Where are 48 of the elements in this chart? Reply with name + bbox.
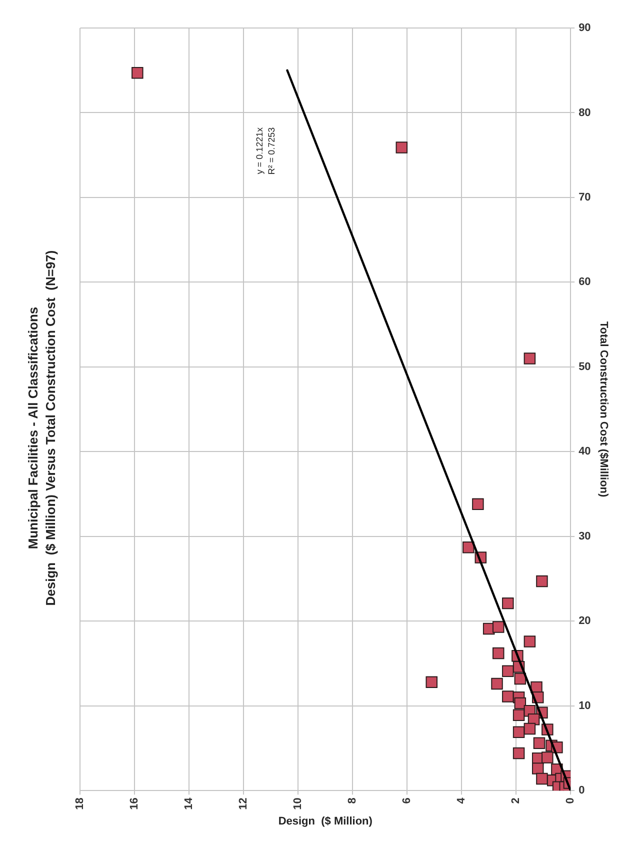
point — [492, 621, 504, 633]
y-tick-label: 10 — [578, 700, 591, 712]
y-tick-label: 80 — [578, 106, 591, 119]
point — [536, 575, 548, 588]
x-tick-label: 6 — [401, 798, 414, 804]
point — [426, 676, 438, 688]
point — [512, 747, 525, 760]
x-tick-label: 0 — [564, 798, 577, 804]
point — [533, 737, 546, 749]
y-tick-label: 90 — [578, 22, 591, 34]
x-tick-label: 14 — [183, 796, 196, 810]
point — [491, 678, 503, 690]
y-axis-title: Total Construction Cost ($Million) — [597, 321, 610, 498]
point — [396, 142, 408, 154]
y-tick-label: 30 — [578, 530, 591, 542]
x-tick-label: 10 — [292, 798, 304, 810]
point — [514, 697, 526, 710]
text: Municipal Facilities - All Classifications — [25, 306, 40, 550]
point — [502, 690, 514, 702]
y-tick-label: 50 — [578, 360, 591, 373]
point — [502, 597, 514, 610]
point — [132, 67, 144, 79]
point — [502, 665, 514, 677]
x-tick-label: 12 — [238, 798, 250, 810]
annotation: R² = 0.7253 — [266, 127, 277, 175]
point — [512, 726, 525, 738]
y-tick-label: 20 — [578, 615, 591, 628]
y-tick-label: 60 — [578, 276, 591, 288]
point — [512, 709, 525, 722]
point — [524, 636, 536, 648]
text: Design ($ Million) Versus Total Construction Cost (N=97) — [42, 250, 58, 606]
x-axis-title: Design ($ Million) — [278, 815, 373, 828]
point — [492, 647, 504, 660]
point — [472, 498, 484, 510]
y-tick-label: 40 — [578, 446, 591, 458]
point — [462, 542, 474, 554]
x-tick-label: 2 — [510, 798, 522, 804]
x-tick-label: 4 — [456, 796, 468, 804]
y-tick-label: 70 — [578, 191, 591, 204]
x-tick-label: 8 — [346, 798, 359, 804]
point — [536, 772, 548, 785]
point — [524, 722, 536, 735]
annotation: y = 0.1221x — [254, 126, 265, 174]
x-tick-label: 16 — [128, 798, 141, 810]
point — [532, 762, 544, 774]
point — [524, 352, 536, 364]
x-tick-label: 18 — [74, 798, 86, 810]
point — [542, 752, 554, 764]
